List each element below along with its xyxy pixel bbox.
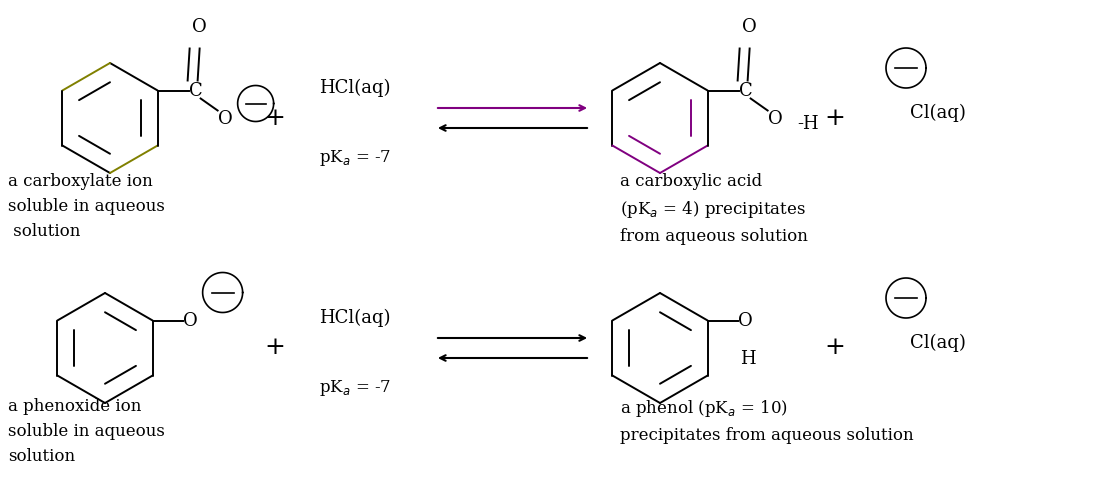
Text: C: C — [189, 81, 202, 100]
Text: O: O — [742, 18, 757, 36]
Text: +: + — [825, 107, 846, 129]
Text: +: + — [265, 107, 286, 129]
Text: HCl(aq): HCl(aq) — [319, 309, 391, 327]
Text: H: H — [740, 350, 755, 368]
Text: O: O — [219, 110, 233, 127]
Text: a phenol (pK$_a$ = 10)
precipitates from aqueous solution: a phenol (pK$_a$ = 10) precipitates from… — [620, 398, 914, 444]
Text: a carboxylate ion
soluble in aqueous
 solution: a carboxylate ion soluble in aqueous sol… — [8, 173, 164, 239]
Text: pK$_a$ = -7: pK$_a$ = -7 — [319, 378, 391, 398]
Text: a phenoxide ion
soluble in aqueous
solution: a phenoxide ion soluble in aqueous solut… — [8, 398, 164, 465]
Text: Cl(aq): Cl(aq) — [910, 334, 966, 352]
Text: HCl(aq): HCl(aq) — [319, 79, 391, 97]
Text: O: O — [192, 18, 208, 36]
Text: +: + — [825, 337, 846, 360]
Text: a carboxylic acid
(pK$_a$ = 4) precipitates
from aqueous solution: a carboxylic acid (pK$_a$ = 4) precipita… — [620, 173, 808, 245]
Text: O: O — [183, 311, 198, 329]
Text: +: + — [265, 337, 286, 360]
Text: O: O — [739, 311, 753, 329]
Text: Cl(aq): Cl(aq) — [910, 104, 966, 122]
Text: pK$_a$ = -7: pK$_a$ = -7 — [319, 148, 391, 168]
Text: O: O — [768, 110, 783, 127]
Text: C: C — [739, 81, 753, 100]
Text: -H: -H — [797, 115, 818, 132]
